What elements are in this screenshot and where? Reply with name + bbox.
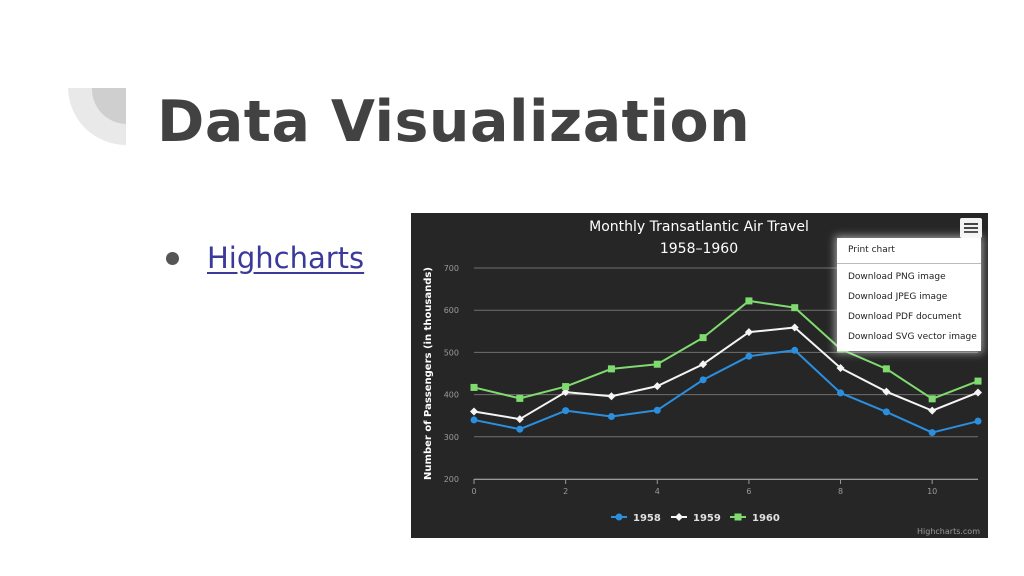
series-line-1959 <box>473 326 979 421</box>
y-tick-label: 400 <box>444 391 459 400</box>
data-point-1959 <box>470 407 478 416</box>
chart-menu-button[interactable] <box>960 218 982 238</box>
data-point-1958 <box>516 425 524 433</box>
data-point-1960 <box>699 334 707 342</box>
data-point-1958 <box>470 416 478 424</box>
chart-screenshot: Monthly Transatlantic Air Travel 1958–196… <box>411 213 988 538</box>
data-point-1958 <box>837 389 845 397</box>
data-point-1958 <box>928 429 936 437</box>
chart-title: Monthly Transatlantic Air Travel <box>589 219 809 235</box>
menu-item-download-pdf[interactable]: Download PDF document <box>848 312 962 322</box>
data-point-1960 <box>745 297 753 305</box>
x-tick-label: 8 <box>838 487 843 496</box>
slide-title: Data Visualization <box>157 89 751 155</box>
y-tick-label: 300 <box>444 433 459 442</box>
legend-marker-1958 <box>615 513 623 521</box>
y-axis-title: Number of Passengers (in thousands) <box>423 267 434 480</box>
data-point-1958 <box>745 352 753 360</box>
data-point-1960 <box>974 377 982 385</box>
chart-subtitle: 1958–1960 <box>660 241 738 257</box>
y-tick-label: 500 <box>444 348 459 357</box>
line-chart: Monthly Transatlantic Air Travel 1958–196… <box>423 219 982 536</box>
x-tick-label: 2 <box>563 487 568 496</box>
menu-item-print-chart[interactable]: Print chart <box>848 245 895 255</box>
menu-item-download-jpeg[interactable]: Download JPEG image <box>848 292 948 302</box>
data-point-1959 <box>744 328 753 337</box>
data-point-1959 <box>699 360 708 369</box>
hamburger-icon-bar <box>964 227 978 229</box>
x-tick-label: 10 <box>927 487 937 496</box>
series-line-1958 <box>473 349 979 434</box>
credits-text: Highcharts.com <box>917 527 980 536</box>
menu-separator <box>837 263 981 264</box>
menu-item-download-svg[interactable]: Download SVG vector image <box>848 332 977 342</box>
data-point-1959 <box>790 323 799 332</box>
hamburger-icon-bar <box>964 231 978 233</box>
export-menu: Print chart Download PNG image Download … <box>837 238 981 351</box>
data-point-1959 <box>607 392 616 401</box>
bullet-dot-icon <box>166 251 179 265</box>
legend-label-1960: 1960 <box>752 513 780 524</box>
data-point-1960 <box>562 383 570 391</box>
data-point-1958 <box>791 346 799 354</box>
data-point-1960 <box>516 394 524 402</box>
bullet-list-item: Highcharts <box>166 236 364 280</box>
data-point-1958 <box>607 413 615 421</box>
data-point-1959 <box>974 388 982 397</box>
data-point-1960 <box>928 395 936 403</box>
legend-marker-1960 <box>734 513 742 521</box>
data-point-1958 <box>882 408 890 416</box>
data-point-1958 <box>562 407 570 415</box>
data-point-1958 <box>653 406 661 414</box>
menu-item-download-png[interactable]: Download PNG image <box>848 272 946 282</box>
data-point-1959 <box>653 382 662 391</box>
legend-label-1958: 1958 <box>633 513 661 524</box>
data-point-1959 <box>882 387 891 396</box>
y-tick-label: 200 <box>444 475 459 484</box>
x-tick-label: 6 <box>746 487 751 496</box>
data-point-1960 <box>470 383 478 391</box>
data-point-1960 <box>653 360 661 368</box>
hamburger-icon-bar <box>964 223 978 225</box>
x-tick-label: 4 <box>655 487 660 496</box>
data-point-1960 <box>882 365 890 373</box>
data-point-1960 <box>607 365 615 373</box>
data-point-1959 <box>928 406 937 415</box>
y-tick-label: 700 <box>444 264 459 273</box>
legend-label-1959: 1959 <box>693 513 721 524</box>
data-point-1959 <box>515 415 524 424</box>
data-point-1959 <box>836 364 845 373</box>
decorative-arc-shape <box>68 88 126 145</box>
y-tick-label: 600 <box>444 306 459 315</box>
highcharts-link[interactable]: Highcharts <box>207 241 365 275</box>
data-point-1958 <box>974 417 982 425</box>
data-point-1960 <box>791 304 799 312</box>
series-line-1960 <box>473 299 979 400</box>
data-point-1958 <box>699 376 707 384</box>
legend-marker-1959 <box>675 513 683 521</box>
x-tick-label: 0 <box>471 487 476 496</box>
